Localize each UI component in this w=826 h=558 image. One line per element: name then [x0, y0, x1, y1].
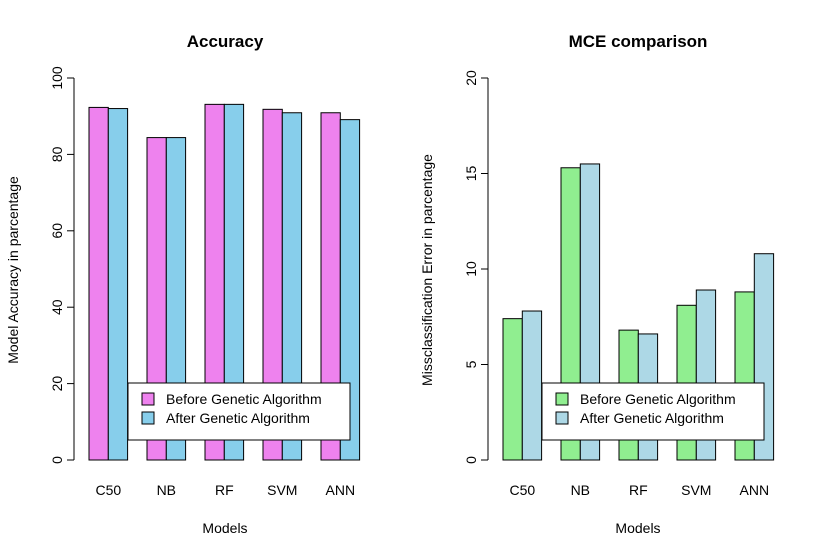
legend-box: [541, 382, 765, 441]
chart-title: MCE comparison: [569, 32, 708, 51]
x-tick-label: ANN: [740, 482, 770, 498]
bar-nb-after: [165, 137, 187, 461]
bar-c50-before: [502, 318, 523, 461]
bar-rf-after: [223, 103, 245, 461]
x-tick-label: C50: [95, 482, 121, 498]
bars: [88, 103, 361, 461]
y-tick-label: 40: [49, 299, 65, 315]
x-tick-label: NB: [571, 482, 590, 498]
y-tick-label: 80: [49, 146, 65, 162]
x-tick-label: C50: [509, 482, 535, 498]
x-axis-label: Models: [615, 520, 660, 536]
legend-swatch: [555, 411, 569, 425]
bar-c50-before: [88, 106, 109, 461]
y-tick-label: 20: [49, 376, 65, 392]
y-tick-label: 60: [49, 223, 65, 239]
x-tick-label: SVM: [267, 482, 297, 498]
y-tick-label: 0: [49, 456, 65, 464]
x-tick-label: RF: [629, 482, 648, 498]
y-axis-label: Model Accuracy in parcentage: [5, 176, 21, 364]
y-tick-label: 5: [463, 360, 479, 368]
x-tick-label: RF: [215, 482, 234, 498]
x-tick-label: NB: [157, 482, 176, 498]
y-tick-label: 20: [463, 70, 479, 86]
x-tick-label: SVM: [681, 482, 711, 498]
accuracy-panel: Accuracy Models Model Accuracy in parcen…: [5, 32, 361, 536]
chart-title: Accuracy: [187, 32, 264, 51]
y-tick-label: 10: [463, 261, 479, 277]
legend-swatch: [141, 392, 155, 406]
y-tick-label: 0: [463, 456, 479, 464]
y-tick-label: 100: [49, 66, 65, 90]
x-tick-labels: C50 NB RF SVM ANN: [509, 482, 769, 498]
bar-ann-after: [339, 119, 361, 461]
bar-svm-after: [281, 112, 303, 461]
y-axis: 0 20 40 60 80 100: [49, 66, 75, 464]
legend: Before Genetic Algorithm After Genetic Al…: [127, 382, 351, 441]
y-axis-label: Missclassification Error in parcentage: [419, 154, 435, 386]
legend-label: After Genetic Algorithm: [580, 410, 724, 426]
x-axis-label: Models: [202, 520, 247, 536]
bar-c50-after: [107, 108, 129, 461]
y-axis: 0 5 10 15 20: [463, 70, 489, 464]
legend-swatch: [141, 411, 155, 425]
x-tick-labels: C50 NB RF SVM ANN: [95, 482, 355, 498]
legend-label: Before Genetic Algorithm: [166, 391, 322, 407]
legend: Before Genetic Algorithm After Genetic Al…: [541, 382, 765, 441]
y-tick-label: 15: [463, 166, 479, 182]
legend-label: After Genetic Algorithm: [166, 410, 310, 426]
legend-box: [127, 382, 351, 441]
bar-c50-after: [521, 310, 543, 461]
legend-label: Before Genetic Algorithm: [580, 391, 736, 407]
x-tick-label: ANN: [326, 482, 356, 498]
legend-swatch: [555, 392, 569, 406]
mce-panel: MCE comparison Models Missclassification…: [419, 32, 775, 536]
